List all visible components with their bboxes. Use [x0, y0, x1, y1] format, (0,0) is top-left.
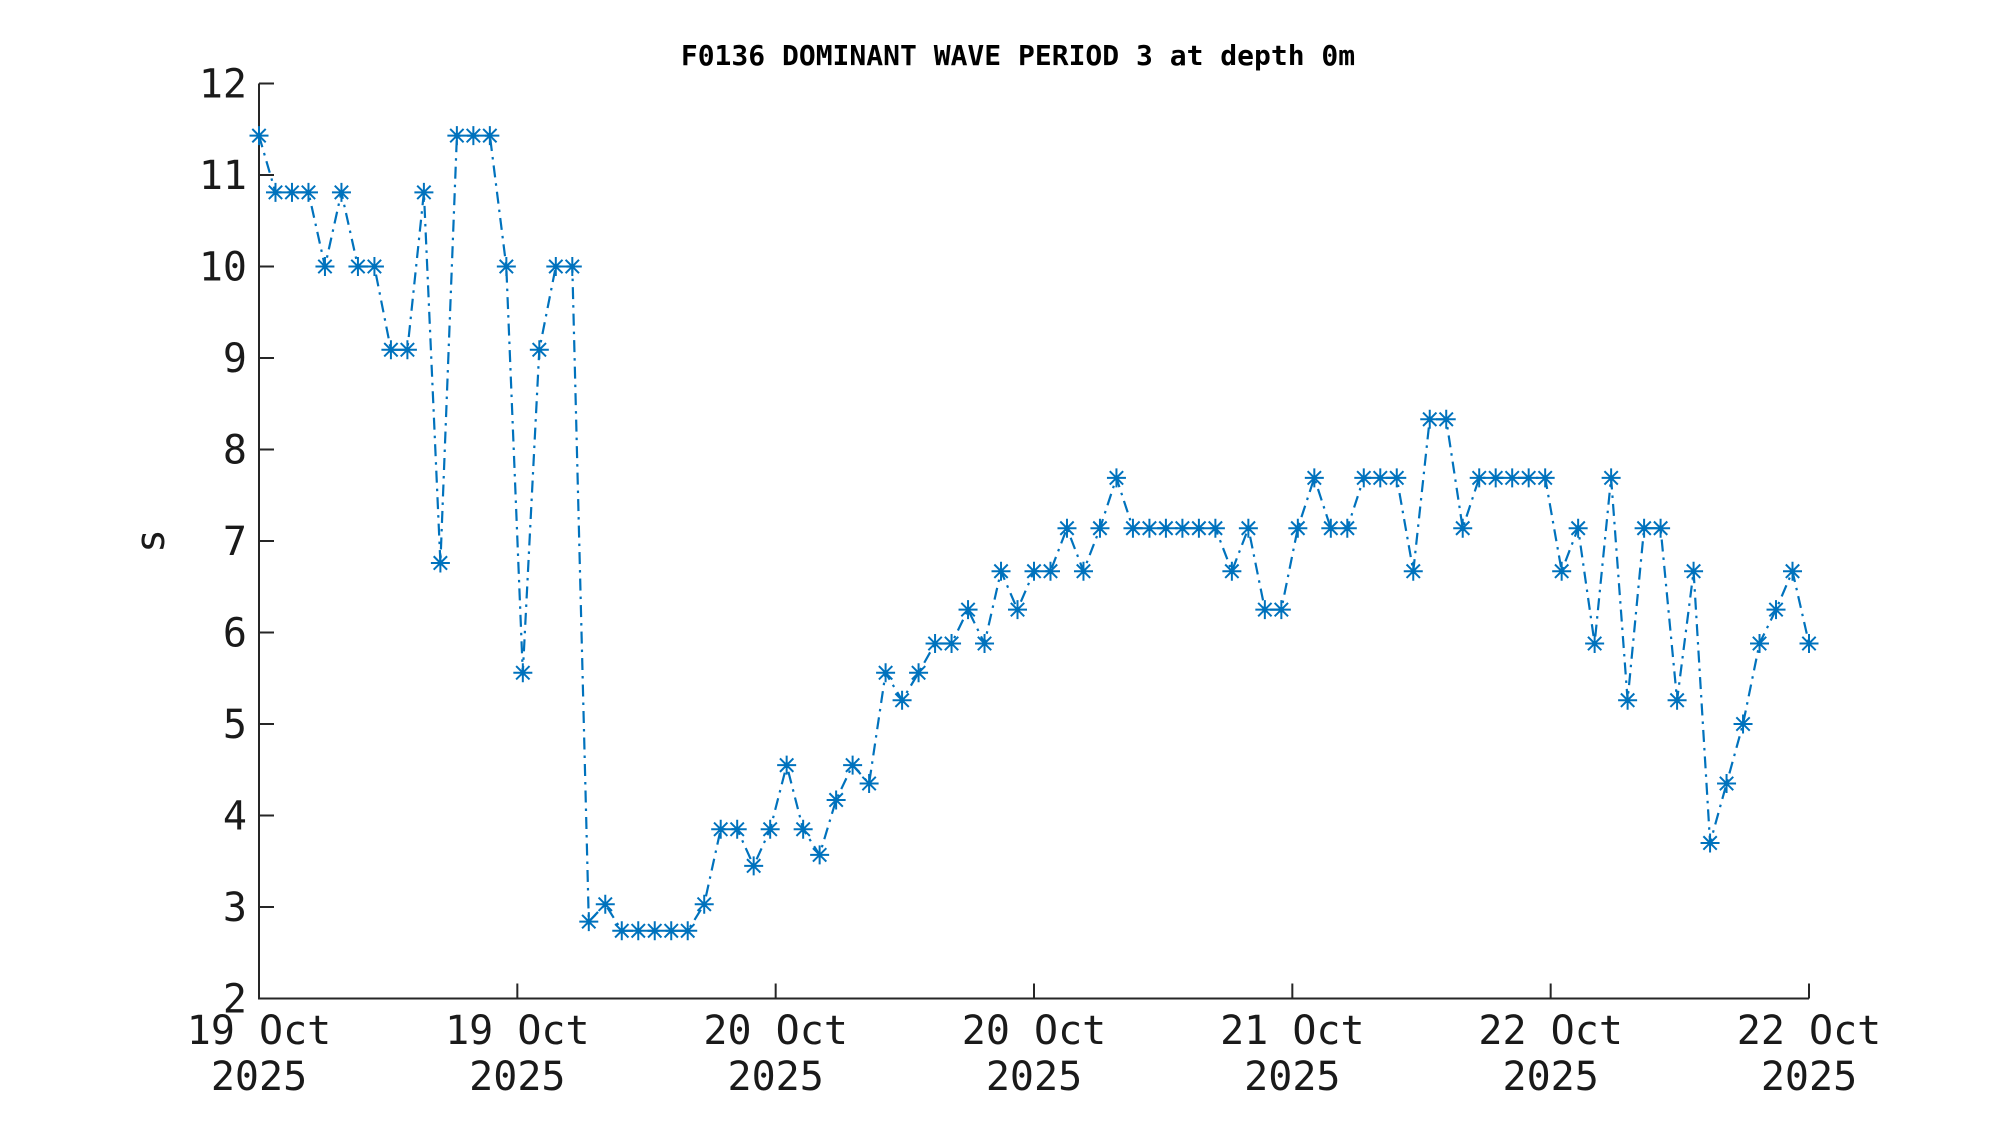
- x-tick-label-year: 2025: [1503, 1054, 1599, 1100]
- y-tick-label: 4: [223, 794, 247, 840]
- x-tick-label-day: 19 Oct: [187, 1008, 332, 1054]
- x-tick-label-year: 2025: [469, 1054, 565, 1100]
- series-line: [257, 134, 1811, 932]
- x-tick-label-day: 22 Oct: [1737, 1008, 1882, 1054]
- data-series: [249, 126, 1819, 941]
- y-tick-label: 6: [223, 611, 247, 657]
- y-tick-label: 2: [223, 977, 247, 1023]
- x-tick-label-day: 19 Oct: [445, 1008, 590, 1054]
- x-tick-label-year: 2025: [986, 1054, 1082, 1100]
- x-tick-label-day: 20 Oct: [962, 1008, 1107, 1054]
- y-tick-label: 7: [223, 519, 247, 565]
- chart-title: F0136 DOMINANT WAVE PERIOD 3 at depth 0m: [681, 39, 1355, 72]
- y-tick-label: 11: [199, 153, 247, 199]
- axis-spines: [258, 83, 1809, 1000]
- x-tick-label-year: 2025: [211, 1054, 307, 1100]
- y-tick-label: 10: [199, 245, 247, 291]
- x-tick-label-day: 22 Oct: [1478, 1008, 1623, 1054]
- y-axis-label: s: [128, 529, 174, 553]
- y-tick-label: 3: [223, 885, 247, 931]
- y-tick-label: 9: [223, 336, 247, 382]
- x-tick-label-year: 2025: [1761, 1054, 1857, 1100]
- x-tick-label-day: 21 Oct: [1220, 1008, 1365, 1054]
- y-tick-label: 5: [223, 702, 247, 748]
- data-point-markers: [249, 126, 1819, 941]
- x-tick-label-day: 20 Oct: [703, 1008, 848, 1054]
- y-tick-label: 8: [223, 428, 247, 474]
- x-tick-label-year: 2025: [1244, 1054, 1340, 1100]
- y-tick-label: 12: [199, 62, 247, 108]
- x-tick-label-year: 2025: [728, 1054, 824, 1100]
